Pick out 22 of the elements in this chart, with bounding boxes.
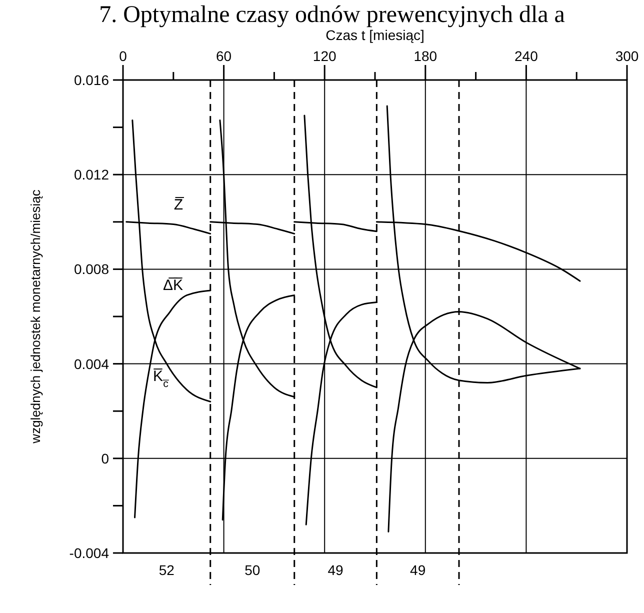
y-tick-label: 0.012 [74, 166, 110, 183]
x-tick-label: 180 [414, 48, 438, 64]
series-label: K̅$_{c̅}$ [153, 368, 170, 390]
text: 50 [244, 562, 260, 578]
y-tick-label: 0 [101, 450, 110, 466]
y-tick-label: 0.008 [74, 261, 110, 278]
text: 49 [328, 562, 344, 578]
y-tick-label: 0.016 [74, 72, 110, 88]
series-label: Z̅ [174, 196, 185, 214]
text: 49 [410, 562, 426, 578]
y-tick-label: -0.004 [69, 545, 110, 561]
x-tick-label: 60 [216, 48, 232, 64]
chart-title: 7. Optymalne czasy odnów prewencyjnych dla a [99, 2, 566, 28]
x-tick-label: 300 [615, 48, 639, 64]
y-axis-title: względnych jednostek monetarnych/miesiąc [28, 189, 43, 444]
x-tick-label: 0 [119, 48, 128, 64]
series-label: Δ̅K̅ [163, 276, 184, 294]
x-tick-label: 240 [514, 48, 538, 64]
text: 52 [158, 562, 175, 578]
x-axis-title: Czas t [miesiąc] [326, 27, 424, 43]
x-tick-label: 120 [312, 48, 336, 64]
y-tick-label: 0.004 [74, 356, 110, 372]
